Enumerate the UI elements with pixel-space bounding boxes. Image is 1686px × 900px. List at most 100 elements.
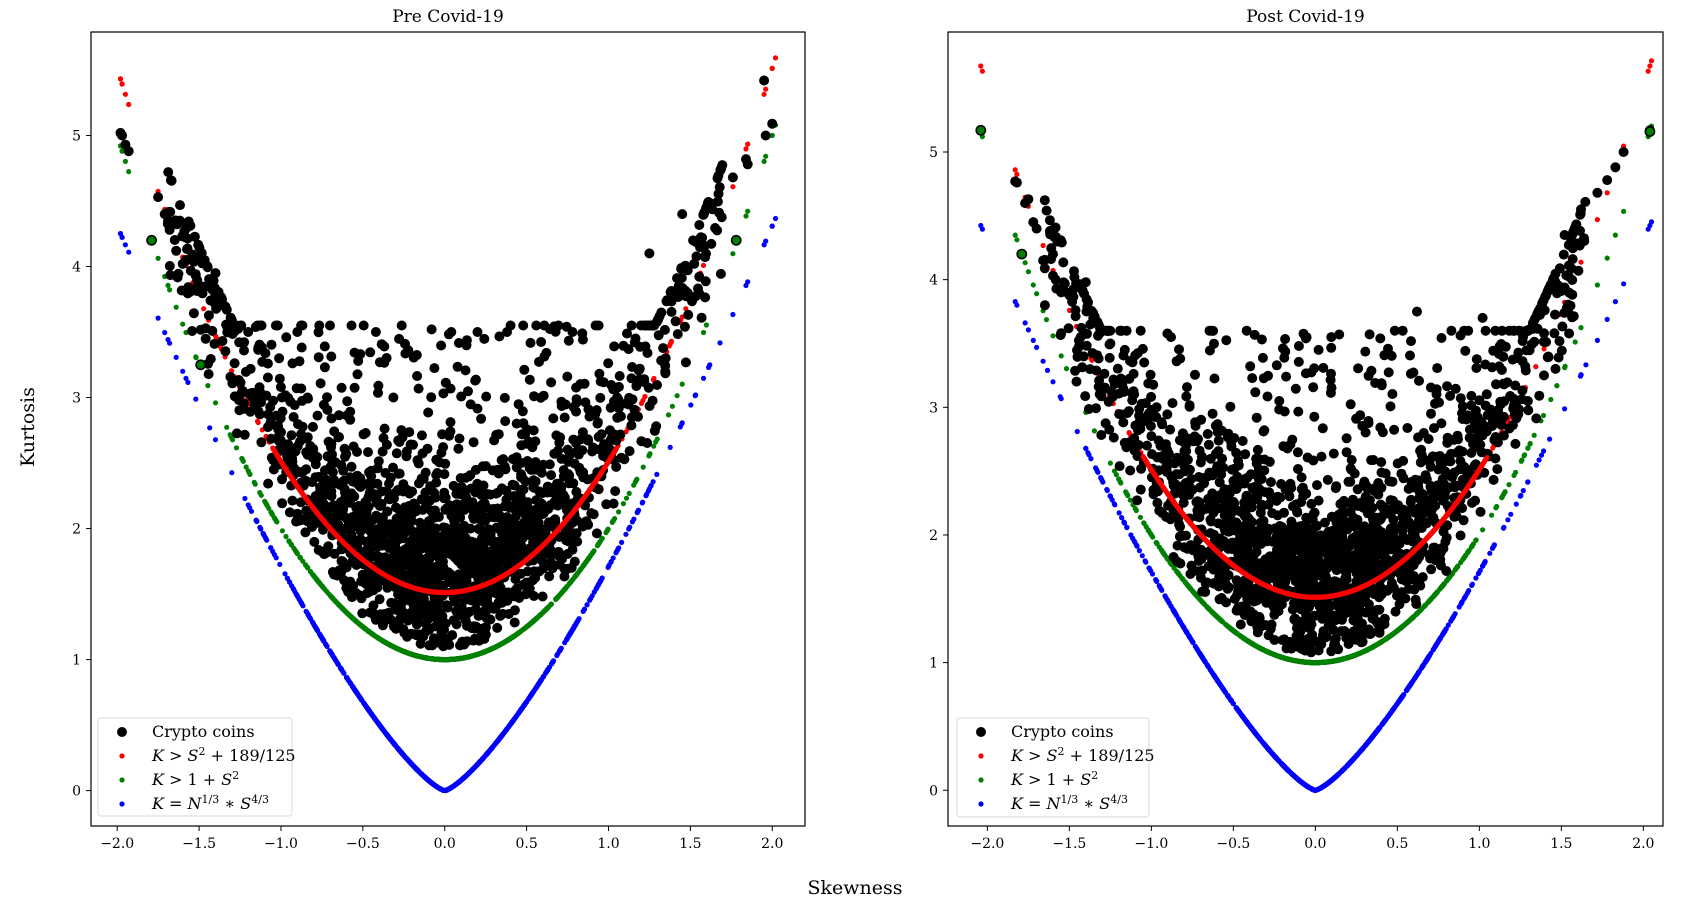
coin-point	[334, 410, 344, 421]
red-bound-point	[745, 141, 751, 147]
coin-point	[294, 356, 305, 367]
coin-point	[393, 435, 404, 446]
coin-point	[560, 530, 571, 541]
coin-point	[422, 443, 433, 454]
coin-point	[406, 516, 417, 526]
green-bound-point	[380, 638, 386, 644]
green-bound-point	[599, 535, 605, 541]
green-bound-point	[331, 597, 338, 603]
coin-point	[231, 428, 242, 439]
coin-point	[378, 560, 389, 571]
green-bound-point	[448, 656, 454, 663]
green-bound-point	[569, 577, 576, 583]
blue-bound-point	[318, 633, 324, 640]
coin-point	[262, 372, 273, 383]
blue-bound-point	[615, 546, 621, 552]
coin-point	[626, 412, 637, 423]
coin-point	[266, 339, 277, 350]
coin-point	[445, 569, 456, 580]
red-bound-point	[769, 65, 775, 71]
coin-point	[336, 460, 347, 471]
coin-point	[477, 461, 488, 472]
coin-point	[436, 340, 447, 351]
coin-point	[209, 338, 220, 349]
coin-point	[660, 360, 671, 371]
coin-point	[562, 371, 573, 382]
coin-point	[465, 500, 476, 511]
coin-point	[519, 364, 530, 375]
coin-point	[297, 421, 308, 432]
coin-point	[325, 320, 335, 331]
coin-point	[488, 603, 499, 614]
coin-point	[425, 527, 436, 538]
coin-point	[468, 513, 479, 524]
blue-bound-point	[569, 627, 576, 633]
coin-point	[339, 484, 350, 494]
coin-point	[277, 406, 288, 417]
blue-bound-point	[305, 612, 311, 618]
coin-point	[315, 486, 326, 497]
coin-point	[500, 416, 511, 427]
blue-bound-point	[294, 593, 300, 599]
green-bound-point	[594, 543, 601, 549]
coin-point	[485, 550, 496, 561]
coin-point	[382, 582, 393, 593]
coin-point	[460, 472, 471, 483]
coin-point	[307, 447, 318, 458]
coin-point	[263, 478, 274, 489]
blue-bound-point	[180, 368, 186, 374]
coin-point	[373, 380, 384, 391]
blue-bound-point	[341, 670, 347, 676]
coin-point	[273, 420, 283, 431]
coin-point	[629, 404, 640, 415]
green-bound-point	[173, 304, 179, 310]
coin-point	[307, 421, 318, 432]
green-bound-point	[155, 255, 161, 261]
blue-bound-point	[313, 626, 319, 632]
coin-point	[516, 469, 527, 480]
blue-bound-point	[544, 668, 550, 675]
coin-point	[353, 535, 364, 546]
coin-point	[420, 467, 431, 478]
coin-point	[624, 392, 635, 403]
coin-point	[256, 437, 267, 448]
coin-point	[296, 383, 307, 394]
coin-point	[277, 498, 288, 509]
coin-point	[412, 371, 423, 381]
coin-point	[371, 510, 382, 521]
coin-point	[441, 548, 452, 559]
coin-point	[339, 475, 349, 486]
coin-point	[593, 484, 604, 495]
green-bound-point	[403, 649, 410, 656]
coin-point	[687, 296, 697, 307]
blue-bound-point	[242, 495, 248, 502]
green-bound-point	[273, 518, 280, 525]
coin-point	[517, 429, 527, 440]
coin-point	[346, 320, 357, 331]
green-bound-point	[205, 383, 211, 389]
coin-point	[233, 375, 244, 385]
blue-bound-point	[183, 375, 189, 381]
blue-bound-point	[519, 705, 525, 711]
blue-bound-point	[745, 279, 751, 285]
coin-point	[677, 209, 688, 220]
coin-point	[465, 562, 476, 573]
coin-point	[445, 417, 456, 428]
coin-point	[418, 631, 429, 642]
green-bound-point	[654, 436, 660, 442]
coin-point	[500, 530, 511, 541]
coin-point	[204, 274, 215, 285]
blue-bound-point	[563, 637, 570, 643]
blue-bound-point	[484, 751, 490, 757]
coin-point	[546, 470, 557, 481]
coin-point	[554, 478, 565, 489]
coin-point	[651, 421, 662, 432]
blue-bound-point	[162, 329, 168, 336]
coin-point	[501, 486, 512, 496]
coin-point	[505, 320, 516, 331]
coin-point	[346, 461, 357, 472]
green-bound-point	[251, 479, 257, 485]
coin-point	[197, 258, 208, 269]
coin-point	[203, 369, 214, 380]
green-bound-point	[243, 464, 249, 470]
